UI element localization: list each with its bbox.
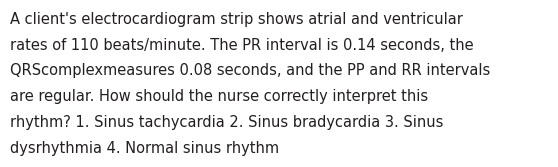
Text: QRScomplexmeasures 0.08 seconds, and the PP and RR intervals: QRScomplexmeasures 0.08 seconds, and the… [10, 63, 490, 78]
Text: rates of 110 beats/minute. The PR interval is 0.14 seconds, the: rates of 110 beats/minute. The PR interv… [10, 38, 474, 53]
Text: A client's electrocardiogram strip shows atrial and ventricular: A client's electrocardiogram strip shows… [10, 12, 463, 27]
Text: rhythm? 1. Sinus tachycardia 2. Sinus bradycardia 3. Sinus: rhythm? 1. Sinus tachycardia 2. Sinus br… [10, 115, 444, 130]
Text: dysrhythmia 4. Normal sinus rhythm: dysrhythmia 4. Normal sinus rhythm [10, 141, 279, 156]
Text: are regular. How should the nurse correctly interpret this: are regular. How should the nurse correc… [10, 89, 428, 104]
